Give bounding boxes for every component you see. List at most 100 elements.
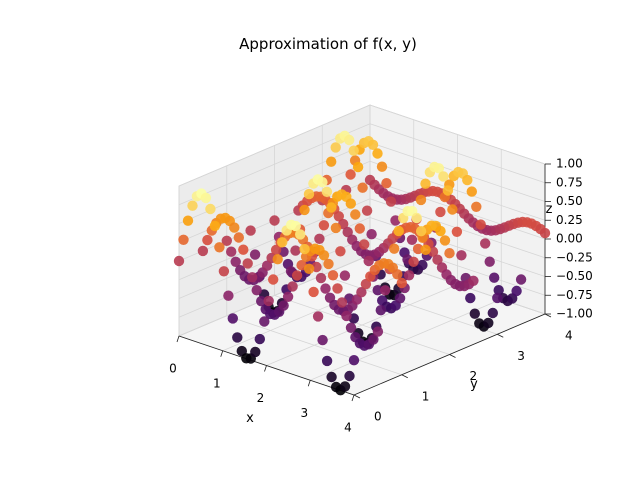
x-tick-mark [220, 350, 224, 357]
data-point [308, 286, 319, 298]
data-point [303, 188, 315, 200]
data-point [515, 274, 527, 285]
data-point [290, 245, 301, 256]
x-tick-mark [307, 380, 311, 387]
y-tick-label: 0 [374, 410, 382, 424]
data-point [375, 305, 386, 316]
data-point [229, 222, 240, 233]
data-point [323, 258, 334, 270]
data-point [389, 243, 400, 254]
data-point [357, 182, 368, 193]
data-point [381, 178, 392, 189]
data-point [318, 220, 330, 231]
data-point [376, 161, 388, 172]
data-point [197, 245, 209, 257]
data-point [344, 134, 355, 146]
data-point [471, 201, 482, 212]
y-tick-label: 2 [470, 369, 478, 383]
data-point [360, 278, 372, 290]
data-point [339, 270, 351, 281]
data-point [433, 163, 445, 174]
data-point [406, 234, 418, 245]
y-tick-mark [353, 394, 361, 399]
data-point [318, 250, 330, 261]
data-point [336, 297, 348, 308]
data-point [451, 226, 463, 237]
data-point [345, 169, 356, 180]
data-point [317, 334, 328, 346]
data-point [447, 204, 458, 215]
x-tick-label: 3 [300, 406, 308, 420]
y-axis-label: y [470, 377, 478, 392]
data-point [411, 212, 422, 224]
y-tick-mark [449, 354, 456, 358]
data-point [330, 142, 341, 153]
data-point [314, 233, 325, 244]
data-point [282, 291, 294, 302]
data-point [250, 346, 261, 358]
z-tick-label: 1.00 [556, 157, 583, 171]
z-tick-label: −0.50 [556, 269, 593, 283]
data-point [187, 200, 198, 211]
data-point [202, 234, 213, 246]
y-tick-label: 1 [422, 389, 430, 403]
data-point [439, 235, 451, 246]
data-point [272, 254, 283, 265]
data-point [465, 292, 476, 304]
data-point [420, 178, 431, 189]
data-point [493, 285, 504, 296]
z-tick-label: −0.25 [556, 250, 593, 264]
data-point [354, 223, 365, 234]
x-tick-label: 2 [257, 391, 265, 405]
z-axis-label: z [546, 202, 553, 217]
data-point [247, 272, 258, 283]
data-point [380, 285, 391, 296]
data-point [221, 235, 232, 246]
data-point [332, 283, 343, 294]
data-point [539, 227, 551, 239]
data-point [480, 238, 491, 249]
data-point [233, 232, 244, 243]
data-point [468, 275, 479, 286]
data-point [342, 226, 353, 238]
x-tick-mark [351, 394, 355, 402]
data-point [259, 316, 270, 327]
data-point [333, 211, 344, 222]
data-point [263, 295, 274, 307]
data-point [321, 355, 333, 367]
data-point [269, 215, 280, 226]
data-point [344, 370, 355, 382]
data-point [475, 219, 486, 230]
x-tick-label: 0 [169, 362, 177, 376]
data-point [290, 220, 301, 232]
data-point [396, 277, 407, 289]
data-point [487, 307, 498, 319]
data-point [345, 322, 357, 333]
data-point [256, 296, 267, 307]
data-point [420, 244, 431, 255]
data-point [178, 234, 189, 245]
axis-lines: 0 1 2 3 4 0 1 2 3 4 −1.00 −0.75 −0.50 −0.25 0.00 0.25 0.… [169, 157, 593, 435]
data-point [385, 196, 397, 207]
data-point [261, 260, 273, 271]
z-tick-label: 0.50 [556, 194, 583, 208]
data-point [214, 242, 225, 253]
y-tick-label: 4 [565, 329, 573, 343]
data-point [254, 333, 265, 345]
data-point [299, 243, 310, 255]
data-point [435, 206, 446, 218]
grid-line-z-right [369, 160, 546, 221]
data-point [291, 270, 303, 281]
data-point [242, 258, 253, 269]
data-point [249, 249, 261, 260]
data-point [321, 186, 333, 197]
data-point [330, 222, 342, 234]
data-point [173, 255, 185, 267]
data-point [415, 194, 427, 206]
data-point [462, 174, 473, 186]
data-point [348, 145, 359, 156]
data-point [238, 244, 249, 255]
data-point [393, 225, 404, 237]
data-point [345, 198, 356, 209]
